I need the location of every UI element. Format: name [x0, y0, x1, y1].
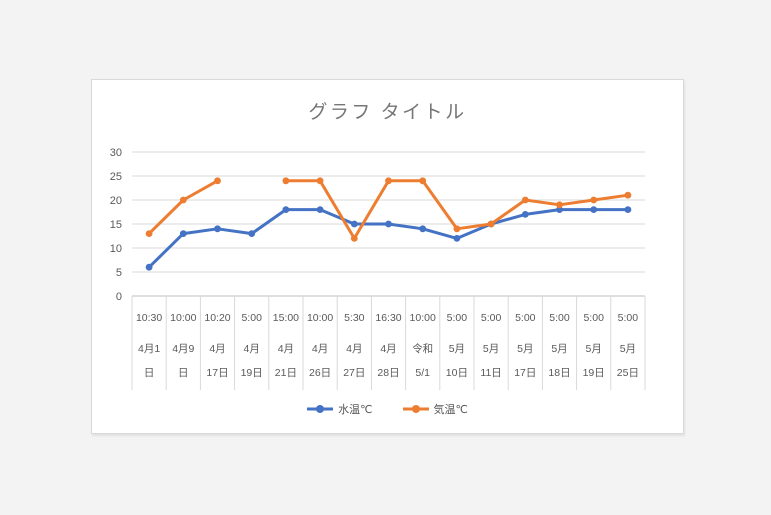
y-axis-label: 0	[116, 291, 122, 303]
x-axis-date-label: 25日	[617, 367, 639, 379]
x-axis-date-label: 11日	[480, 367, 501, 379]
data-point-water-temp[interactable]	[419, 225, 427, 233]
x-axis-time-label: 5:00	[447, 312, 468, 324]
x-axis-time-label: 5:00	[583, 312, 604, 324]
data-point-air-temp[interactable]	[316, 177, 324, 185]
chart-legend: 水温℃ 気温℃	[92, 401, 683, 417]
data-point-air-temp[interactable]	[385, 177, 392, 185]
data-point-water-temp[interactable]	[282, 206, 290, 213]
data-point-air-temp[interactable]	[419, 177, 427, 185]
data-point-water-temp[interactable]	[350, 220, 358, 228]
x-axis-time-label: 10:20	[204, 312, 230, 324]
x-axis-time-label: 5:30	[344, 312, 365, 324]
data-point-water-temp[interactable]	[179, 230, 187, 238]
data-point-air-temp[interactable]	[282, 177, 290, 185]
x-axis-date-label: 4月	[312, 343, 328, 355]
x-axis-time-label: 5:00	[549, 312, 570, 324]
legend-item-air-temp[interactable]: 気温℃	[402, 401, 468, 417]
legend-line-marker-icon	[307, 405, 334, 413]
x-axis-date-label: 18日	[548, 367, 570, 379]
x-axis-date-label: 5月	[483, 343, 499, 355]
data-point-water-temp[interactable]	[385, 220, 392, 228]
x-axis-date-label: 4月	[244, 343, 260, 355]
legend-label: 気温℃	[433, 404, 468, 416]
data-point-air-temp[interactable]	[624, 191, 632, 199]
chart-card[interactable]: グラフ タイトル 0 5 10 15 20 25 30 10:30 4月1 日 10:00 4月9 日 1…	[91, 79, 684, 434]
x-axis-date-label: 4月	[380, 343, 396, 355]
x-axis-date-label: 19日	[583, 367, 605, 379]
x-axis-time-label: 5:00	[481, 312, 502, 324]
x-axis-date-label: 10日	[446, 367, 468, 379]
series-line-air-temp[interactable]	[147, 179, 219, 236]
legend-item-water-temp[interactable]: 水温℃	[307, 401, 373, 417]
data-point-air-temp[interactable]	[590, 196, 598, 204]
legend-line-marker-icon	[402, 405, 429, 413]
series-air-temp[interactable]	[145, 177, 632, 242]
x-axis-date-label: 4月9	[172, 343, 194, 355]
data-point-air-temp[interactable]	[179, 196, 187, 204]
y-axis-label: 15	[110, 219, 122, 231]
x-axis-date-label: 19日	[241, 367, 263, 379]
x-axis-date-label: 令和	[412, 342, 433, 355]
y-axis-label: 10	[110, 243, 122, 255]
x-axis-date-label: 26日	[309, 367, 331, 379]
data-point-water-temp[interactable]	[624, 206, 632, 213]
y-axis-label: 30	[110, 147, 122, 159]
x-axis-date-label: 5月	[620, 343, 636, 355]
chart-plot-area: 0 5 10 15 20 25 30 10:30 4月1 日 10:00 4月9 日 10:20 4月 17日…	[110, 147, 646, 390]
series-line-water-temp[interactable]	[147, 208, 630, 269]
x-axis-time-label: 16:30	[375, 312, 401, 324]
x-axis-date-label: 4月	[209, 343, 225, 355]
x-axis-date-label: 4月	[278, 343, 294, 355]
x-axis-date-label: 17日	[206, 367, 228, 379]
data-point-air-temp[interactable]	[350, 235, 358, 242]
x-axis-time-label: 5:00	[515, 312, 536, 324]
data-point-air-temp[interactable]	[487, 220, 495, 228]
x-axis-time-label: 5:00	[618, 312, 639, 324]
series-water-temp[interactable]	[145, 206, 632, 271]
x-axis-date-label: 4月	[346, 343, 362, 355]
data-point-water-temp[interactable]	[248, 230, 256, 238]
x-axis-time-label: 15:00	[273, 312, 299, 324]
data-point-water-temp[interactable]	[453, 235, 461, 242]
x-axis-date-label: 27日	[343, 367, 365, 379]
data-point-water-temp[interactable]	[316, 206, 324, 213]
x-axis-date-label: 21日	[275, 367, 297, 379]
x-axis-date-label: 日	[178, 367, 189, 379]
x-axis-time-label: 5:00	[241, 312, 262, 324]
legend-label: 水温℃	[338, 404, 373, 416]
data-point-water-temp[interactable]	[145, 263, 153, 271]
data-point-water-temp[interactable]	[521, 211, 529, 218]
chart-title: グラフ タイトル	[308, 102, 467, 123]
x-axis-date-label: 17日	[514, 367, 536, 379]
x-axis-time-label: 10:30	[136, 312, 162, 324]
x-axis-time-label: 10:00	[307, 312, 333, 324]
x-axis-date-label: 5月	[449, 343, 465, 355]
data-point-air-temp[interactable]	[521, 196, 529, 204]
y-axis-label: 20	[110, 195, 122, 207]
y-axis-label: 25	[110, 171, 122, 183]
y-axis-label: 5	[116, 267, 122, 279]
x-axis-time-label: 10:00	[410, 312, 436, 324]
data-point-air-temp[interactable]	[214, 177, 221, 185]
x-axis-date-label: 5月	[551, 343, 567, 355]
x-axis-date-label: 5月	[517, 343, 533, 355]
x-axis-date-label: 5/1	[415, 367, 430, 379]
x-axis-date-label: 28日	[377, 367, 399, 379]
x-axis-time-label: 10:00	[170, 312, 196, 324]
data-point-water-temp[interactable]	[214, 225, 221, 233]
data-point-air-temp[interactable]	[453, 225, 461, 233]
x-axis-date-label: 5月	[586, 343, 602, 355]
data-point-air-temp[interactable]	[556, 201, 563, 209]
data-point-water-temp[interactable]	[590, 206, 598, 213]
data-point-air-temp[interactable]	[145, 230, 153, 238]
data-point-water-temp[interactable]	[556, 206, 563, 213]
x-axis-date-label: 日	[144, 367, 155, 379]
x-axis-date-label: 4月1	[138, 343, 160, 355]
